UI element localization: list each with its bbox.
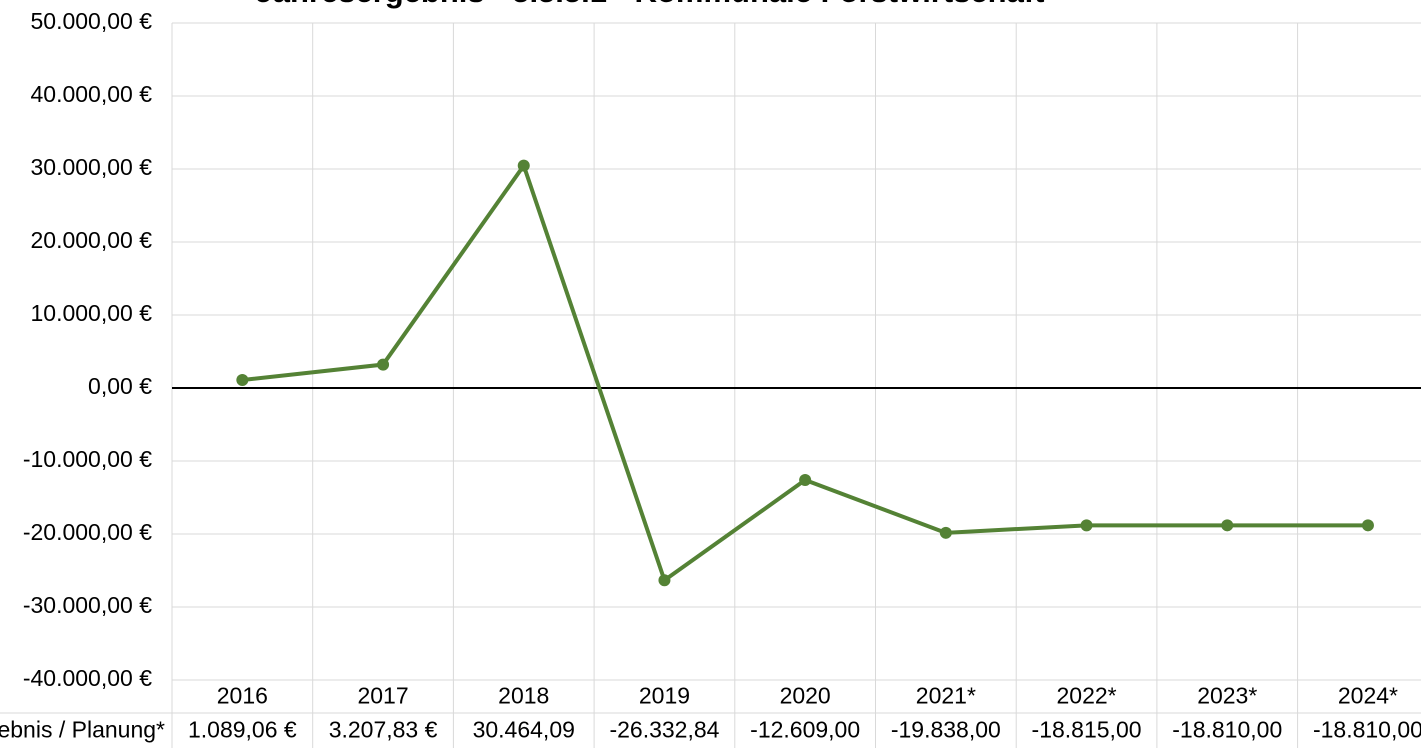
table-value: -18.815,00 xyxy=(1032,717,1142,743)
table-value: -18.810,00 xyxy=(1172,717,1282,743)
x-tick-label: 2024* xyxy=(1338,683,1398,709)
y-tick-label: 30.000,00 € xyxy=(30,154,152,180)
y-tick-label: 0,00 € xyxy=(88,373,152,399)
table-value: -26.332,84 xyxy=(609,717,719,743)
y-tick-label: -30.000,00 € xyxy=(23,592,152,618)
y-tick-label: 40.000,00 € xyxy=(30,81,152,107)
y-tick-label: 10.000,00 € xyxy=(30,300,152,326)
point xyxy=(517,159,530,172)
chart-title: Jahresergebnis - 5.5.5.1 - Kommunale For… xyxy=(255,0,1044,9)
point xyxy=(236,374,249,387)
point xyxy=(939,526,952,539)
y-tick-label: 50.000,00 € xyxy=(30,8,152,34)
point xyxy=(1080,519,1093,532)
table-value: 30.464,09 xyxy=(473,717,575,743)
x-tick-label: 2018 xyxy=(498,683,549,709)
table-value: -12.609,00 xyxy=(750,717,860,743)
table-row-label: Ergebnis / Planung* xyxy=(0,717,165,743)
point xyxy=(658,574,671,587)
y-tick-label: -40.000,00 € xyxy=(23,665,152,691)
point xyxy=(1361,519,1374,532)
table-value: 1.089,06 € xyxy=(188,717,297,743)
y-tick-label: -10.000,00 € xyxy=(23,446,152,472)
point xyxy=(377,358,390,371)
x-tick-label: 2017 xyxy=(357,683,408,709)
series-line xyxy=(242,163,1368,583)
y-tick-label: 20.000,00 € xyxy=(30,227,152,253)
point xyxy=(799,474,812,487)
table-value: -18.810,00 xyxy=(1313,717,1421,743)
x-tick-label: 2022* xyxy=(1056,683,1116,709)
x-tick-label: 2019 xyxy=(639,683,690,709)
x-tick-label: 2020 xyxy=(780,683,831,709)
y-tick-label: -20.000,00 € xyxy=(23,519,152,545)
x-tick-label: 2016 xyxy=(217,683,268,709)
table-value: 3.207,83 € xyxy=(329,717,438,743)
point xyxy=(1221,519,1234,532)
x-tick-label: 2021* xyxy=(916,683,976,709)
x-tick-label: 2023* xyxy=(1197,683,1257,709)
table-value: -19.838,00 xyxy=(891,717,1001,743)
